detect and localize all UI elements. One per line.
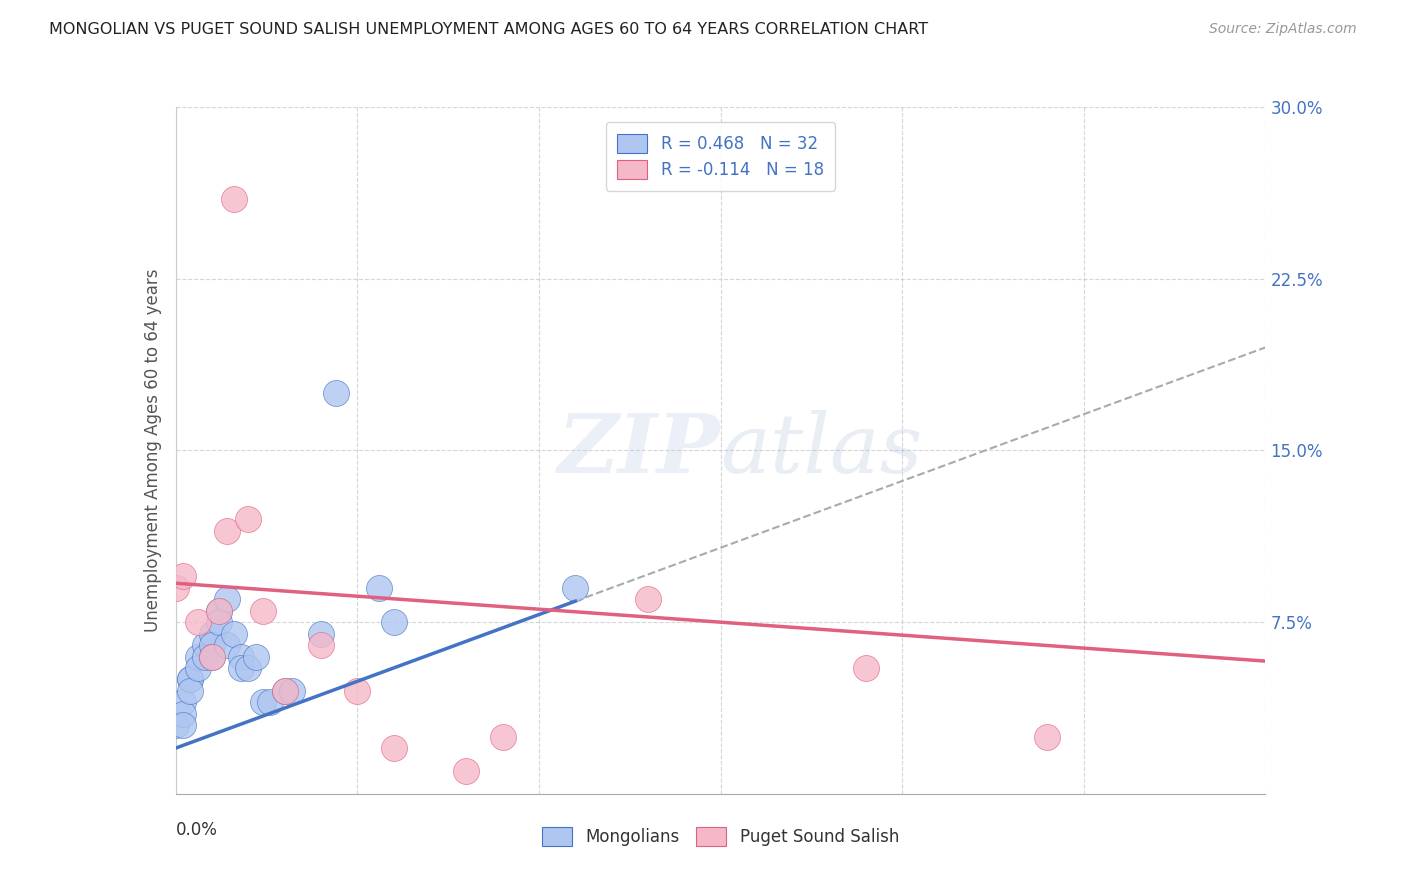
Point [179, 683, 201, 698]
Point [492, 730, 515, 744]
Point [231, 649, 253, 664]
Point [186, 615, 209, 630]
Point [179, 673, 201, 687]
Point [165, 718, 187, 732]
Text: ZIP: ZIP [558, 410, 721, 491]
Point [274, 683, 297, 698]
Point [1036, 730, 1059, 744]
Point [238, 661, 260, 675]
Y-axis label: Unemployment Among Ages 60 to 64 years: Unemployment Among Ages 60 to 64 years [143, 268, 162, 632]
Point [194, 638, 217, 652]
Point [281, 683, 304, 698]
Point [215, 524, 238, 538]
Text: Source: ZipAtlas.com: Source: ZipAtlas.com [1209, 22, 1357, 37]
Point [201, 649, 224, 664]
Point [222, 626, 245, 640]
Point [215, 592, 238, 607]
Point [274, 683, 297, 698]
Point [382, 741, 405, 756]
Point [208, 615, 231, 630]
Point [172, 569, 194, 583]
Point [201, 626, 224, 640]
Text: MONGOLIAN VS PUGET SOUND SALISH UNEMPLOYMENT AMONG AGES 60 TO 64 YEARS CORRELATI: MONGOLIAN VS PUGET SOUND SALISH UNEMPLOY… [49, 22, 928, 37]
Point [194, 649, 217, 664]
Point [186, 661, 209, 675]
Point [215, 638, 238, 652]
Point [208, 604, 231, 618]
Text: 0.0%: 0.0% [176, 822, 218, 839]
Point [637, 592, 659, 607]
Text: atlas: atlas [721, 410, 922, 491]
Point [245, 649, 267, 664]
Point [855, 661, 877, 675]
Point [382, 615, 405, 630]
Point [231, 661, 253, 675]
Point [252, 695, 274, 709]
Point [172, 706, 194, 721]
Point [172, 695, 194, 709]
Point [456, 764, 478, 778]
Point [201, 638, 224, 652]
Point [179, 673, 201, 687]
Point [564, 581, 586, 595]
Point [238, 512, 260, 526]
Point [309, 626, 332, 640]
Point [368, 581, 391, 595]
Point [165, 581, 187, 595]
Point [201, 649, 224, 664]
Point [309, 638, 332, 652]
Point [252, 604, 274, 618]
Point [222, 192, 245, 206]
Point [208, 604, 231, 618]
Point [346, 683, 368, 698]
Point [325, 386, 347, 401]
Point [172, 718, 194, 732]
Legend: Mongolians, Puget Sound Salish: Mongolians, Puget Sound Salish [534, 818, 907, 855]
Point [259, 695, 281, 709]
Point [186, 649, 209, 664]
